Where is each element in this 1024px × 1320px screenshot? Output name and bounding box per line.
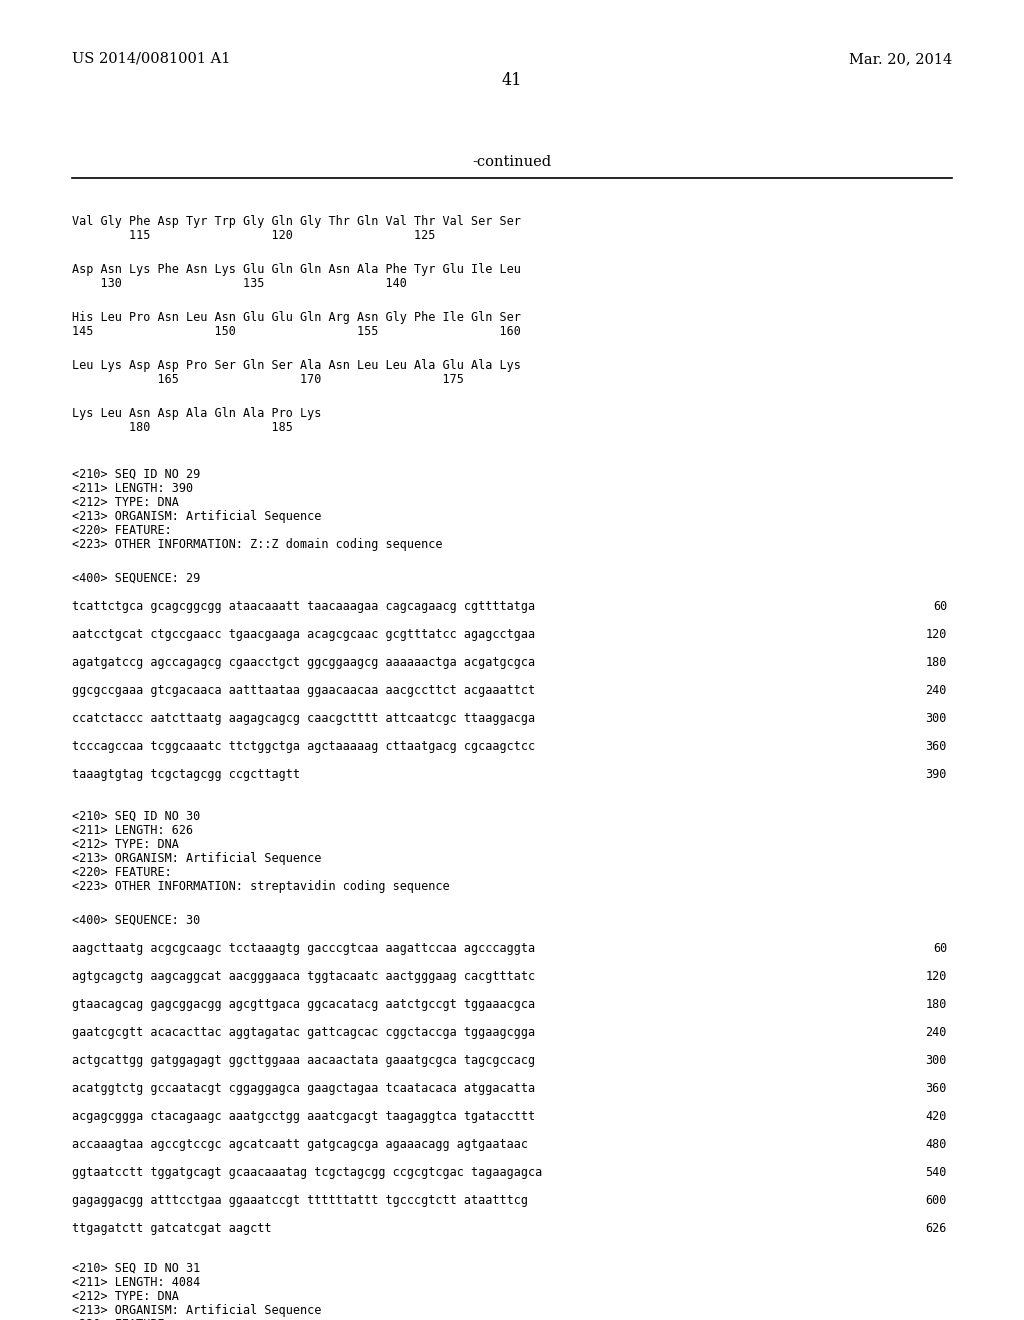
Text: <212> TYPE: DNA: <212> TYPE: DNA	[72, 1290, 179, 1303]
Text: <210> SEQ ID NO 29: <210> SEQ ID NO 29	[72, 469, 201, 480]
Text: ggcgccgaaa gtcgacaaca aatttaataa ggaacaacaa aacgccttct acgaaattct: ggcgccgaaa gtcgacaaca aatttaataa ggaacaa…	[72, 684, 536, 697]
Text: 165                 170                 175: 165 170 175	[72, 374, 464, 385]
Text: <211> LENGTH: 626: <211> LENGTH: 626	[72, 824, 194, 837]
Text: gagaggacgg atttcctgaa ggaaatccgt ttttttattt tgcccgtctt ataatttcg: gagaggacgg atttcctgaa ggaaatccgt tttttta…	[72, 1195, 528, 1206]
Text: 420: 420	[926, 1110, 947, 1123]
Text: 180: 180	[926, 998, 947, 1011]
Text: tcattctgca gcagcggcgg ataacaaatt taacaaagaa cagcagaacg cgttttatga: tcattctgca gcagcggcgg ataacaaatt taacaaa…	[72, 601, 536, 612]
Text: agtgcagctg aagcaggcat aacgggaaca tggtacaatc aactgggaag cacgtttatc: agtgcagctg aagcaggcat aacgggaaca tggtaca…	[72, 970, 536, 983]
Text: Val Gly Phe Asp Tyr Trp Gly Gln Gly Thr Gln Val Thr Val Ser Ser: Val Gly Phe Asp Tyr Trp Gly Gln Gly Thr …	[72, 215, 521, 228]
Text: 120: 120	[926, 970, 947, 983]
Text: 240: 240	[926, 684, 947, 697]
Text: <211> LENGTH: 4084: <211> LENGTH: 4084	[72, 1276, 201, 1290]
Text: <212> TYPE: DNA: <212> TYPE: DNA	[72, 838, 179, 851]
Text: 240: 240	[926, 1026, 947, 1039]
Text: 626: 626	[926, 1222, 947, 1236]
Text: 180                 185: 180 185	[72, 421, 293, 434]
Text: <213> ORGANISM: Artificial Sequence: <213> ORGANISM: Artificial Sequence	[72, 851, 322, 865]
Text: 480: 480	[926, 1138, 947, 1151]
Text: 180: 180	[926, 656, 947, 669]
Text: <220> FEATURE:: <220> FEATURE:	[72, 1317, 172, 1320]
Text: <210> SEQ ID NO 30: <210> SEQ ID NO 30	[72, 810, 201, 822]
Text: 60: 60	[933, 601, 947, 612]
Text: 540: 540	[926, 1166, 947, 1179]
Text: 600: 600	[926, 1195, 947, 1206]
Text: ggtaatcctt tggatgcagt gcaacaaatag tcgctagcgg ccgcgtcgac tagaagagca: ggtaatcctt tggatgcagt gcaacaaatag tcgcta…	[72, 1166, 543, 1179]
Text: aagcttaatg acgcgcaagc tcctaaagtg gacccgtcaa aagattccaa agcccaggta: aagcttaatg acgcgcaagc tcctaaagtg gacccgt…	[72, 942, 536, 954]
Text: <400> SEQUENCE: 29: <400> SEQUENCE: 29	[72, 572, 201, 585]
Text: 41: 41	[502, 73, 522, 88]
Text: acatggtctg gccaatacgt cggaggagca gaagctagaa tcaatacaca atggacatta: acatggtctg gccaatacgt cggaggagca gaagcta…	[72, 1082, 536, 1096]
Text: 360: 360	[926, 741, 947, 752]
Text: His Leu Pro Asn Leu Asn Glu Glu Gln Arg Asn Gly Phe Ile Gln Ser: His Leu Pro Asn Leu Asn Glu Glu Gln Arg …	[72, 312, 521, 323]
Text: actgcattgg gatggagagt ggcttggaaa aacaactata gaaatgcgca tagcgccacg: actgcattgg gatggagagt ggcttggaaa aacaact…	[72, 1053, 536, 1067]
Text: US 2014/0081001 A1: US 2014/0081001 A1	[72, 51, 230, 66]
Text: <223> OTHER INFORMATION: Z::Z domain coding sequence: <223> OTHER INFORMATION: Z::Z domain cod…	[72, 539, 442, 550]
Text: 115                 120                 125: 115 120 125	[72, 228, 435, 242]
Text: 390: 390	[926, 768, 947, 781]
Text: 130                 135                 140: 130 135 140	[72, 277, 407, 290]
Text: 360: 360	[926, 1082, 947, 1096]
Text: <213> ORGANISM: Artificial Sequence: <213> ORGANISM: Artificial Sequence	[72, 510, 322, 523]
Text: <220> FEATURE:: <220> FEATURE:	[72, 866, 172, 879]
Text: gaatcgcgtt acacacttac aggtagatac gattcagcac cggctaccga tggaagcgga: gaatcgcgtt acacacttac aggtagatac gattcag…	[72, 1026, 536, 1039]
Text: gtaacagcag gagcggacgg agcgttgaca ggcacatacg aatctgccgt tggaaacgca: gtaacagcag gagcggacgg agcgttgaca ggcacat…	[72, 998, 536, 1011]
Text: <213> ORGANISM: Artificial Sequence: <213> ORGANISM: Artificial Sequence	[72, 1304, 322, 1317]
Text: -continued: -continued	[472, 154, 552, 169]
Text: Lys Leu Asn Asp Ala Gln Ala Pro Lys: Lys Leu Asn Asp Ala Gln Ala Pro Lys	[72, 407, 322, 420]
Text: 300: 300	[926, 711, 947, 725]
Text: acgagcggga ctacagaagc aaatgcctgg aaatcgacgt taagaggtca tgataccttt: acgagcggga ctacagaagc aaatgcctgg aaatcga…	[72, 1110, 536, 1123]
Text: taaagtgtag tcgctagcgg ccgcttagtt: taaagtgtag tcgctagcgg ccgcttagtt	[72, 768, 300, 781]
Text: <212> TYPE: DNA: <212> TYPE: DNA	[72, 496, 179, 510]
Text: <210> SEQ ID NO 31: <210> SEQ ID NO 31	[72, 1262, 201, 1275]
Text: <211> LENGTH: 390: <211> LENGTH: 390	[72, 482, 194, 495]
Text: <400> SEQUENCE: 30: <400> SEQUENCE: 30	[72, 913, 201, 927]
Text: Mar. 20, 2014: Mar. 20, 2014	[849, 51, 952, 66]
Text: <223> OTHER INFORMATION: streptavidin coding sequence: <223> OTHER INFORMATION: streptavidin co…	[72, 880, 450, 894]
Text: ccatctaccc aatcttaatg aagagcagcg caacgctttt attcaatcgc ttaaggacga: ccatctaccc aatcttaatg aagagcagcg caacgct…	[72, 711, 536, 725]
Text: agatgatccg agccagagcg cgaacctgct ggcggaagcg aaaaaactga acgatgcgca: agatgatccg agccagagcg cgaacctgct ggcggaa…	[72, 656, 536, 669]
Text: <220> FEATURE:: <220> FEATURE:	[72, 524, 172, 537]
Text: aatcctgcat ctgccgaacc tgaacgaaga acagcgcaac gcgtttatcc agagcctgaa: aatcctgcat ctgccgaacc tgaacgaaga acagcgc…	[72, 628, 536, 642]
Text: accaaagtaa agccgtccgc agcatcaatt gatgcagcga agaaacagg agtgaataac: accaaagtaa agccgtccgc agcatcaatt gatgcag…	[72, 1138, 528, 1151]
Text: tcccagccaa tcggcaaatc ttctggctga agctaaaaag cttaatgacg cgcaagctcc: tcccagccaa tcggcaaatc ttctggctga agctaaa…	[72, 741, 536, 752]
Text: 60: 60	[933, 942, 947, 954]
Text: 120: 120	[926, 628, 947, 642]
Text: Leu Lys Asp Asp Pro Ser Gln Ser Ala Asn Leu Leu Ala Glu Ala Lys: Leu Lys Asp Asp Pro Ser Gln Ser Ala Asn …	[72, 359, 521, 372]
Text: 145                 150                 155                 160: 145 150 155 160	[72, 325, 521, 338]
Text: 300: 300	[926, 1053, 947, 1067]
Text: Asp Asn Lys Phe Asn Lys Glu Gln Gln Asn Ala Phe Tyr Glu Ile Leu: Asp Asn Lys Phe Asn Lys Glu Gln Gln Asn …	[72, 263, 521, 276]
Text: ttgagatctt gatcatcgat aagctt: ttgagatctt gatcatcgat aagctt	[72, 1222, 271, 1236]
